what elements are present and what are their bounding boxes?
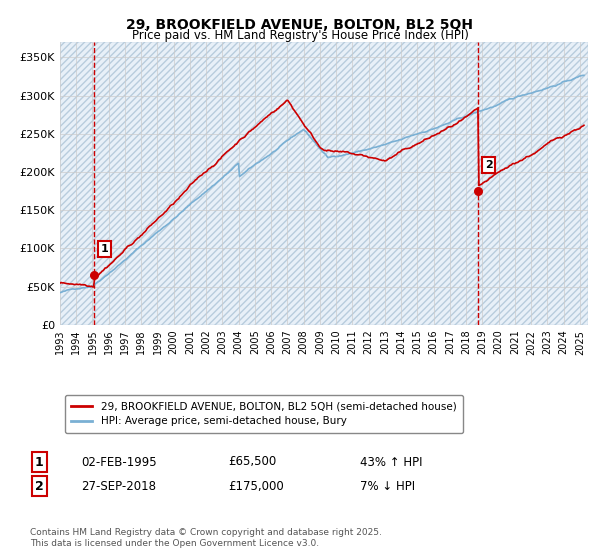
Legend: 29, BROOKFIELD AVENUE, BOLTON, BL2 5QH (semi-detached house), HPI: Average price: 29, BROOKFIELD AVENUE, BOLTON, BL2 5QH (… <box>65 395 463 433</box>
Text: 27-SEP-2018: 27-SEP-2018 <box>81 479 156 493</box>
Text: 02-FEB-1995: 02-FEB-1995 <box>81 455 157 469</box>
Text: 2: 2 <box>485 160 493 170</box>
Text: £175,000: £175,000 <box>228 479 284 493</box>
Point <box>89 270 99 279</box>
Text: 1: 1 <box>100 244 108 254</box>
Point <box>473 186 483 195</box>
Text: Contains HM Land Registry data © Crown copyright and database right 2025.
This d: Contains HM Land Registry data © Crown c… <box>30 528 382 548</box>
Text: 43% ↑ HPI: 43% ↑ HPI <box>360 455 422 469</box>
Text: 29, BROOKFIELD AVENUE, BOLTON, BL2 5QH: 29, BROOKFIELD AVENUE, BOLTON, BL2 5QH <box>127 18 473 32</box>
Text: 1: 1 <box>35 455 43 469</box>
Text: £65,500: £65,500 <box>228 455 276 469</box>
Text: Price paid vs. HM Land Registry's House Price Index (HPI): Price paid vs. HM Land Registry's House … <box>131 29 469 42</box>
Text: 7% ↓ HPI: 7% ↓ HPI <box>360 479 415 493</box>
Text: 2: 2 <box>35 479 43 493</box>
